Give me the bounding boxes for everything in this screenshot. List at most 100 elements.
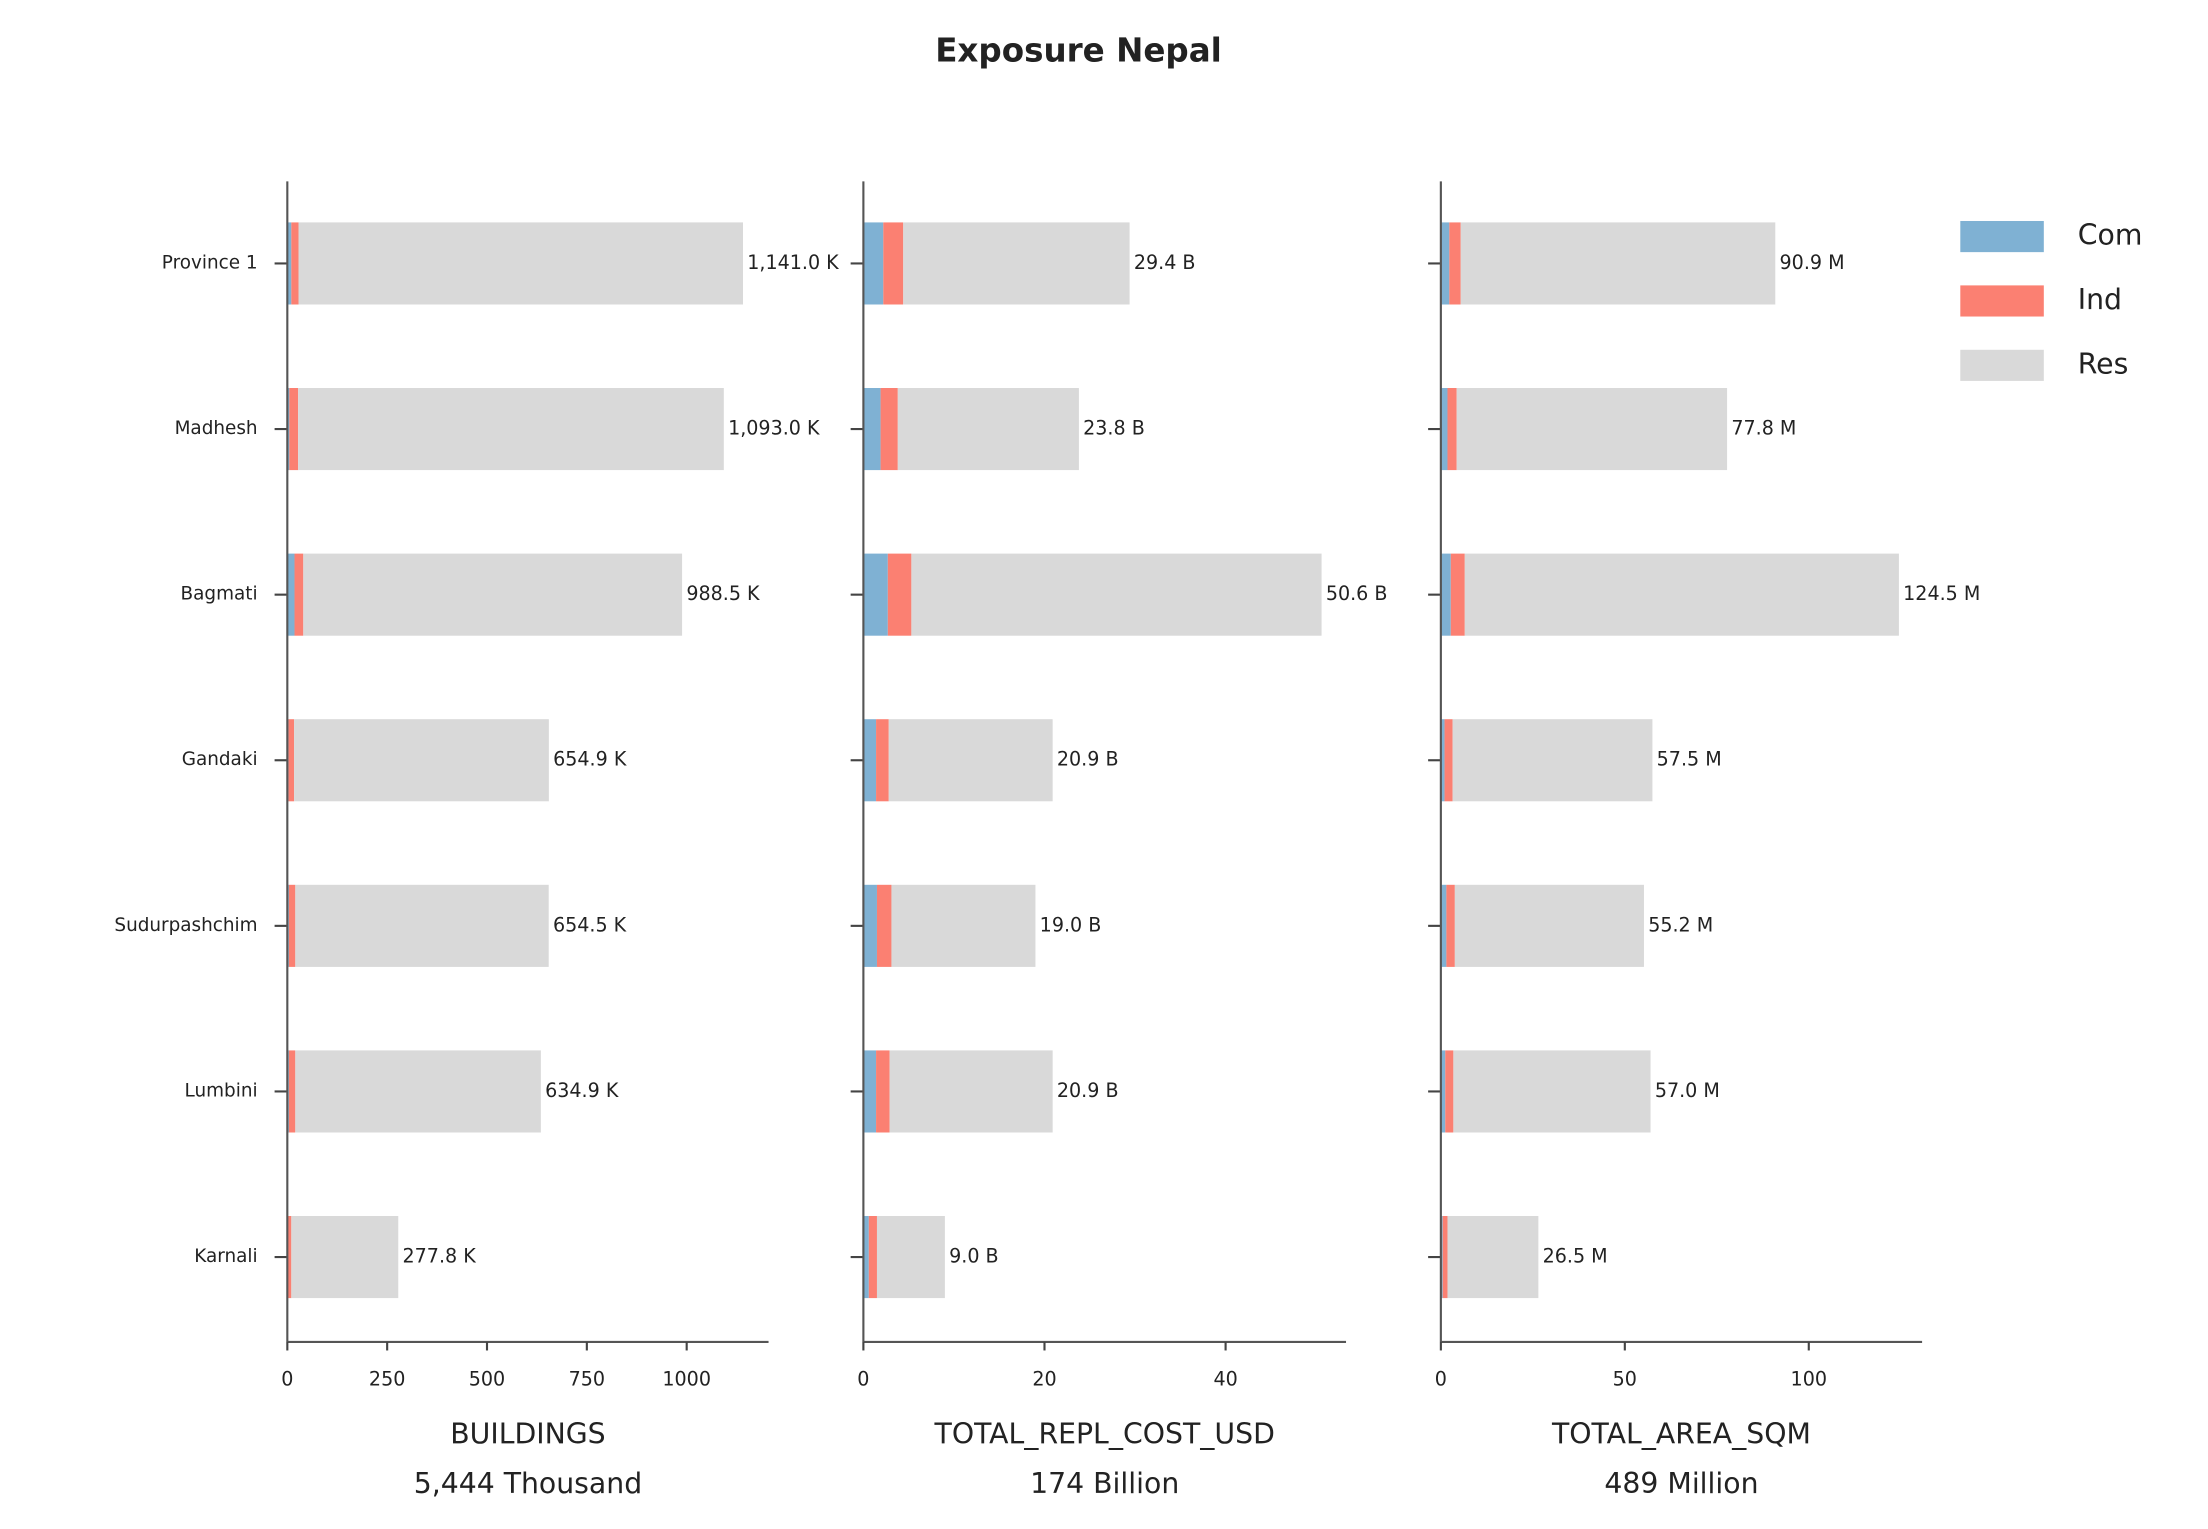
x-tick-label: 50 bbox=[1613, 1368, 1637, 1391]
bar-segment bbox=[876, 719, 889, 802]
bar-segment bbox=[294, 719, 549, 802]
bar-segment bbox=[863, 222, 884, 305]
legend-swatch bbox=[1960, 285, 2044, 317]
legend-label: Ind bbox=[2078, 283, 2122, 316]
bar-segment bbox=[1450, 553, 1465, 636]
bar-segment bbox=[1446, 884, 1455, 967]
data-label: 654.5 K bbox=[553, 913, 627, 936]
bar-segment bbox=[1460, 222, 1776, 305]
bar-segment bbox=[876, 884, 892, 967]
x-axis-subtitle: 489 Million bbox=[1604, 1467, 1758, 1500]
x-tick-label: 0 bbox=[281, 1368, 293, 1391]
bar-segment bbox=[903, 222, 1130, 305]
bar-segment bbox=[288, 884, 296, 967]
legend-label: Res bbox=[2078, 347, 2129, 380]
bar-segment bbox=[295, 1050, 541, 1133]
bar-segment bbox=[1442, 1216, 1448, 1299]
data-label: 19.0 B bbox=[1040, 913, 1102, 936]
data-label: 1,141.0 K bbox=[747, 251, 839, 274]
bar-segment bbox=[891, 884, 1036, 967]
bar-segment bbox=[303, 553, 683, 636]
x-tick-label: 250 bbox=[369, 1368, 405, 1391]
y-tick-label: Bagmati bbox=[181, 584, 258, 605]
bar-segment bbox=[1452, 719, 1653, 802]
data-label: 634.9 K bbox=[545, 1079, 619, 1102]
data-label: 50.6 B bbox=[1326, 582, 1388, 605]
x-axis-subtitle: 174 Billion bbox=[1030, 1467, 1179, 1500]
y-tick-label: Gandaki bbox=[182, 749, 258, 770]
bar-segment bbox=[863, 719, 877, 802]
bar-segment bbox=[1445, 1050, 1454, 1133]
bar-segment bbox=[863, 553, 888, 636]
legend-label: Com bbox=[2078, 219, 2143, 252]
data-label: 988.5 K bbox=[686, 582, 760, 605]
data-label: 277.8 K bbox=[403, 1245, 477, 1268]
bar-segment bbox=[1447, 1216, 1539, 1299]
y-tick-label: Province 1 bbox=[162, 252, 258, 273]
bar-segment bbox=[294, 553, 304, 636]
x-tick-label: 500 bbox=[469, 1368, 505, 1391]
bar-segment bbox=[295, 884, 549, 967]
x-tick-label: 750 bbox=[569, 1368, 605, 1391]
data-label: 26.5 M bbox=[1543, 1245, 1608, 1268]
data-label: 23.8 B bbox=[1083, 417, 1145, 440]
x-tick-label: 0 bbox=[1435, 1368, 1447, 1391]
legend-swatch bbox=[1960, 349, 2044, 381]
data-label: 57.5 M bbox=[1657, 748, 1722, 771]
bar-segment bbox=[863, 1050, 877, 1133]
bar-segment bbox=[897, 388, 1079, 471]
bar-segment bbox=[1440, 553, 1451, 636]
bar-segment bbox=[880, 388, 898, 471]
bar-segment bbox=[1440, 1050, 1446, 1133]
bar-segment bbox=[1440, 222, 1450, 305]
bar-segment bbox=[911, 553, 1322, 636]
bar-segment bbox=[1456, 388, 1728, 471]
x-axis-title: BUILDINGS bbox=[450, 1417, 605, 1450]
x-tick-label: 0 bbox=[857, 1368, 869, 1391]
bar-segment bbox=[863, 388, 881, 471]
bar-segment bbox=[868, 1216, 877, 1299]
bar-segment bbox=[1440, 884, 1447, 967]
x-tick-label: 40 bbox=[1213, 1368, 1237, 1391]
bar-segment bbox=[289, 388, 299, 471]
bar-segment bbox=[1444, 719, 1453, 802]
bar-segment bbox=[1447, 388, 1457, 471]
bar-segment bbox=[883, 222, 904, 305]
x-tick-label: 100 bbox=[1791, 1368, 1827, 1391]
bar-segment bbox=[887, 553, 912, 636]
y-tick-label: Madhesh bbox=[175, 418, 258, 439]
bar-segment bbox=[287, 553, 295, 636]
bar-segment bbox=[1440, 719, 1445, 802]
bar-segment bbox=[888, 719, 1053, 802]
data-label: 20.9 B bbox=[1057, 748, 1119, 771]
bar-segment bbox=[298, 222, 743, 305]
data-label: 9.0 B bbox=[949, 1245, 999, 1268]
bar-segment bbox=[863, 1216, 869, 1299]
bar-segment bbox=[287, 222, 292, 305]
x-tick-label: 20 bbox=[1032, 1368, 1056, 1391]
x-axis-title: TOTAL_REPL_COST_USD bbox=[934, 1417, 1275, 1450]
data-label: 654.9 K bbox=[553, 748, 627, 771]
bar-segment bbox=[291, 222, 299, 305]
data-label: 57.0 M bbox=[1655, 1079, 1720, 1102]
data-label: 1,093.0 K bbox=[728, 417, 820, 440]
data-label: 90.9 M bbox=[1780, 251, 1845, 274]
y-tick-label: Sudurpashchim bbox=[114, 915, 257, 936]
y-tick-label: Lumbini bbox=[185, 1080, 258, 1101]
bar-segment bbox=[1454, 884, 1644, 967]
x-tick-label: 1000 bbox=[662, 1368, 711, 1391]
bar-segment bbox=[288, 1216, 292, 1299]
data-label: 55.2 M bbox=[1648, 913, 1713, 936]
legend-swatch bbox=[1960, 220, 2044, 253]
data-label: 124.5 M bbox=[1903, 582, 1980, 605]
data-label: 29.4 B bbox=[1134, 251, 1196, 274]
bar-segment bbox=[1453, 1050, 1651, 1133]
bar-segment bbox=[889, 1050, 1053, 1133]
bar-segment bbox=[291, 1216, 399, 1299]
bar-segment bbox=[863, 884, 877, 967]
data-label: 20.9 B bbox=[1057, 1079, 1119, 1102]
bar-segment bbox=[1449, 222, 1461, 305]
bar-segment bbox=[1464, 553, 1899, 636]
